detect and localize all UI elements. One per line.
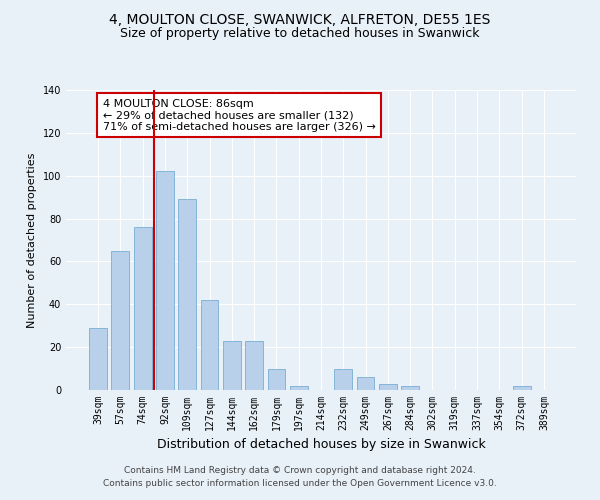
Text: Size of property relative to detached houses in Swanwick: Size of property relative to detached ho… [120,28,480,40]
Bar [200,300,218,390]
Text: 4 MOULTON CLOSE: 86sqm
← 29% of detached houses are smaller (132)
71% of semi-de: 4 MOULTON CLOSE: 86sqm ← 29% of detached… [103,98,376,132]
X-axis label: Distribution of detached houses by size in Swanwick: Distribution of detached houses by size … [157,438,485,452]
Text: Contains HM Land Registry data © Crown copyright and database right 2024.
Contai: Contains HM Land Registry data © Crown c… [103,466,497,487]
Bar [290,386,308,390]
Bar [178,200,196,390]
Bar [245,340,263,390]
Bar [334,368,352,390]
Bar [89,328,107,390]
Bar [512,386,530,390]
Bar [223,340,241,390]
Bar [356,377,374,390]
Y-axis label: Number of detached properties: Number of detached properties [27,152,37,328]
Bar [112,250,130,390]
Bar [134,227,152,390]
Bar [379,384,397,390]
Bar [268,368,286,390]
Text: 4, MOULTON CLOSE, SWANWICK, ALFRETON, DE55 1ES: 4, MOULTON CLOSE, SWANWICK, ALFRETON, DE… [109,12,491,26]
Bar [156,172,174,390]
Bar [401,386,419,390]
